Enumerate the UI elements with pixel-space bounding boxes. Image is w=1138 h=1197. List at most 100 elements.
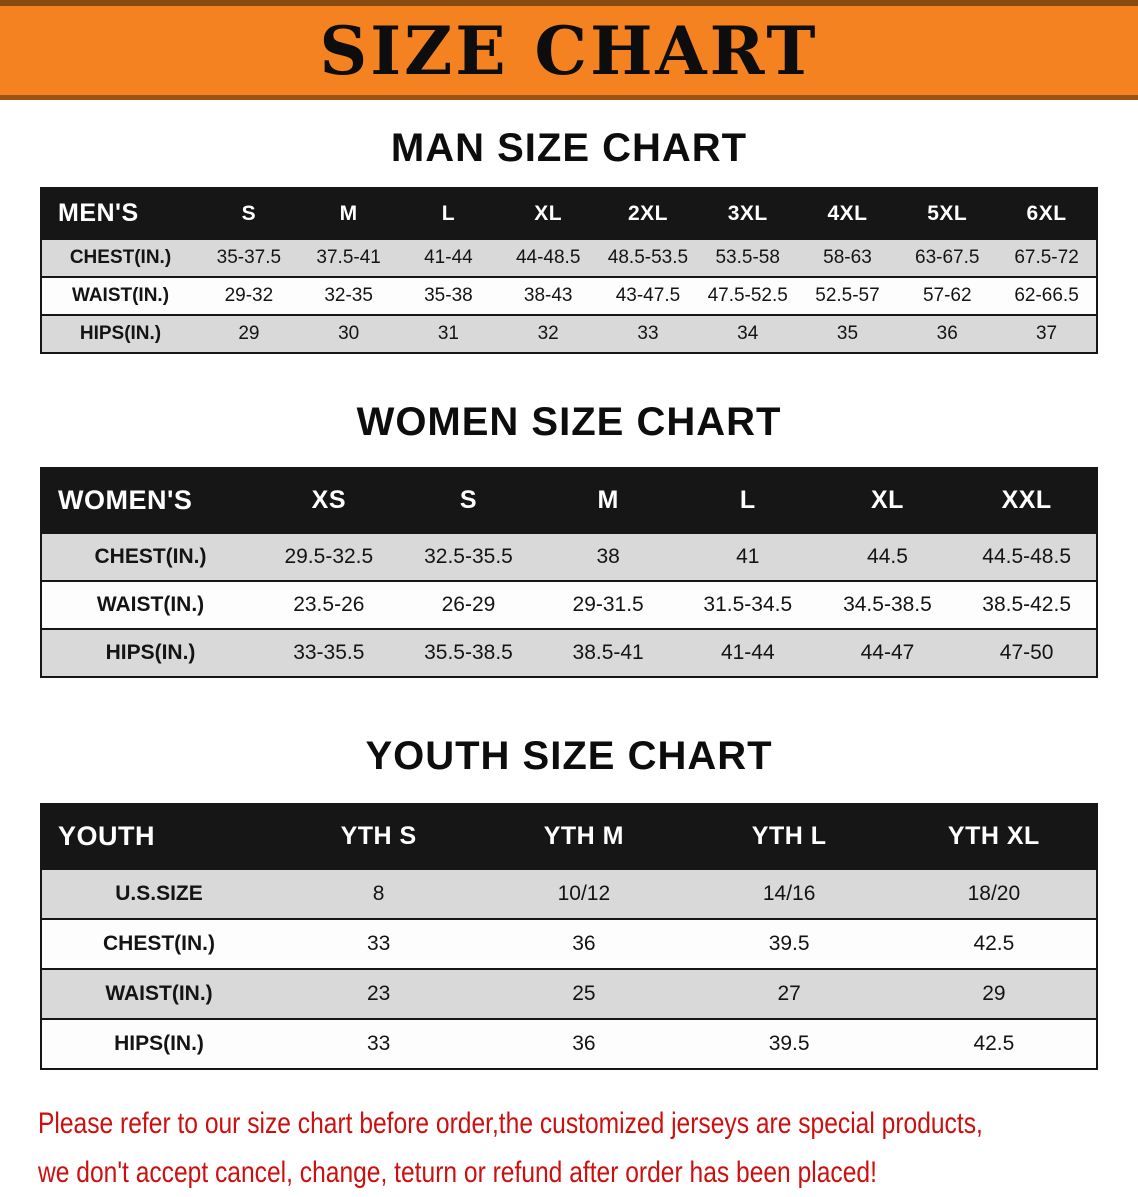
size-value-cell: 42.5	[891, 1018, 1097, 1069]
size-value-cell: 32.5-35.5	[398, 532, 539, 581]
size-value-cell: 42.5	[891, 918, 1097, 969]
size-value-cell: 33	[276, 918, 482, 969]
size-value-cell: 39.5	[686, 918, 892, 969]
youth-row-waist: WAIST(IN.) 23 25 27 29	[41, 968, 1097, 1019]
size-value-cell: 31	[398, 314, 499, 353]
men-size-chart-heading: MAN SIZE CHART	[390, 126, 748, 170]
size-value-cell: 44-47	[817, 628, 958, 677]
size-value-cell: 29.5-32.5	[259, 532, 399, 581]
size-value-cell: 32-35	[298, 276, 399, 315]
men-size-header-cell: L	[398, 188, 499, 239]
size-value-cell: 27	[686, 968, 892, 1019]
men-row-waist: WAIST(IN.) 29-32 32-35 35-38 38-43 43-47.5 47.…	[41, 276, 1097, 315]
size-value-cell: 10/12	[481, 868, 687, 919]
size-value-cell: 41-44	[677, 628, 818, 677]
size-value-cell: 58-63	[797, 238, 898, 277]
size-value-cell: 41	[677, 532, 818, 581]
size-value-cell: 37.5-41	[298, 238, 399, 277]
size-value-cell: 63-67.5	[897, 238, 998, 277]
size-value-cell: 62-66.5	[997, 276, 1097, 315]
youth-table-header-row: YOUTH YTH S YTH M YTH L YTH XL	[41, 804, 1097, 869]
size-value-cell: 8	[276, 868, 482, 919]
row-label: CHEST(IN.)	[41, 238, 199, 277]
size-value-cell: 37	[997, 314, 1097, 353]
men-size-table: MEN'S S M L XL 2XL 3XL 4XL 5XL 6XL CHEST(IN.) 35-37…	[40, 187, 1098, 354]
size-value-cell: 36	[481, 918, 687, 969]
youth-size-table: YOUTH YTH S YTH M YTH L YTH XL U.S.SIZE 8 10/12…	[40, 803, 1098, 1070]
size-value-cell: 30	[298, 314, 399, 353]
size-value-cell: 39.5	[686, 1018, 892, 1069]
size-value-cell: 29	[199, 314, 299, 353]
size-value-cell: 47-50	[957, 628, 1097, 677]
size-value-cell: 29-32	[199, 276, 299, 315]
youth-size-header-cell: YTH S	[276, 804, 482, 869]
youth-size-chart-heading: YOUTH SIZE CHART	[365, 734, 773, 778]
size-value-cell: 23	[276, 968, 482, 1019]
youth-row-chest: CHEST(IN.) 33 36 39.5 42.5	[41, 918, 1097, 969]
men-size-header-cell: 5XL	[897, 188, 998, 239]
youth-row-us-size: U.S.SIZE 8 10/12 14/16 18/20	[41, 868, 1097, 919]
men-row-chest: CHEST(IN.) 35-37.5 37.5-41 41-44 44-48.5 48.5…	[41, 238, 1097, 277]
disclaimer: Please refer to our size chart before or…	[38, 1100, 1138, 1197]
women-size-header-cell: XS	[259, 468, 399, 533]
men-size-chart-section: MAN SIZE CHART MEN'S S M L XL 2XL 3XL 4XL 5XL 6XL C…	[0, 126, 1138, 354]
size-value-cell: 38.5-42.5	[957, 580, 1097, 629]
size-value-cell: 34	[697, 314, 798, 353]
youth-size-header-cell: YTH XL	[891, 804, 1097, 869]
size-value-cell: 29-31.5	[538, 580, 678, 629]
women-row-chest: CHEST(IN.) 29.5-32.5 32.5-35.5 38 41 44.5 44.5…	[41, 532, 1097, 581]
size-value-cell: 31.5-34.5	[677, 580, 818, 629]
women-size-header-cell: S	[398, 468, 539, 533]
size-value-cell: 18/20	[891, 868, 1097, 919]
men-size-header-cell: 2XL	[598, 188, 698, 239]
men-table-title-cell: MEN'S	[41, 188, 199, 239]
men-size-header-cell: XL	[498, 188, 599, 239]
men-size-header-cell: S	[199, 188, 299, 239]
women-size-table: WOMEN'S XS S M L XL XXL CHEST(IN.) 29.5-32.5 32.5…	[40, 467, 1098, 678]
size-value-cell: 25	[481, 968, 687, 1019]
size-value-cell: 57-62	[897, 276, 998, 315]
size-value-cell: 67.5-72	[997, 238, 1097, 277]
women-size-chart-heading: WOMEN SIZE CHART	[356, 400, 782, 444]
row-label: CHEST(IN.)	[41, 532, 259, 581]
women-table-header-row: WOMEN'S XS S M L XL XXL	[41, 468, 1097, 533]
youth-size-header-cell: YTH M	[481, 804, 687, 869]
women-size-header-cell: M	[538, 468, 678, 533]
size-value-cell: 52.5-57	[797, 276, 898, 315]
row-label: U.S.SIZE	[41, 868, 276, 919]
women-size-header-cell: L	[677, 468, 818, 533]
row-label: CHEST(IN.)	[41, 918, 276, 969]
size-value-cell: 35.5-38.5	[398, 628, 539, 677]
disclaimer-line-2: we don't accept cancel, change, teturn o…	[38, 1155, 877, 1189]
row-label: HIPS(IN.)	[41, 1018, 276, 1069]
size-value-cell: 41-44	[398, 238, 499, 277]
size-value-cell: 44.5-48.5	[957, 532, 1097, 581]
disclaimer-line-1: Please refer to our size chart before or…	[38, 1107, 983, 1140]
size-value-cell: 48.5-53.5	[598, 238, 698, 277]
youth-size-header-cell: YTH L	[686, 804, 892, 869]
men-table-header-row: MEN'S S M L XL 2XL 3XL 4XL 5XL 6XL	[41, 188, 1097, 239]
size-value-cell: 47.5-52.5	[697, 276, 798, 315]
row-label: WAIST(IN.)	[41, 968, 276, 1019]
row-label: HIPS(IN.)	[41, 628, 259, 677]
size-value-cell: 38-43	[498, 276, 599, 315]
size-value-cell: 29	[891, 968, 1097, 1019]
men-row-hips: HIPS(IN.) 29 30 31 32 33 34 35 36 37	[41, 314, 1097, 353]
size-value-cell: 36	[897, 314, 998, 353]
men-size-header-cell: M	[298, 188, 399, 239]
youth-table-title-cell: YOUTH	[41, 804, 276, 869]
size-value-cell: 38.5-41	[538, 628, 678, 677]
sections-container: MAN SIZE CHART MEN'S S M L XL 2XL 3XL 4XL 5XL 6XL C…	[0, 126, 1138, 1070]
size-value-cell: 33	[276, 1018, 482, 1069]
size-value-cell: 35-38	[398, 276, 499, 315]
women-size-header-cell: XL	[817, 468, 958, 533]
youth-size-chart-section: YOUTH SIZE CHART YOUTH YTH S YTH M YTH L YTH …	[0, 734, 1138, 1070]
women-size-chart-section: WOMEN SIZE CHART WOMEN'S XS S M L XL XXL CHEST(I…	[0, 400, 1138, 678]
women-size-header-cell: XXL	[957, 468, 1097, 533]
row-label: HIPS(IN.)	[41, 314, 199, 353]
youth-row-hips: HIPS(IN.) 33 36 39.5 42.5	[41, 1018, 1097, 1069]
women-row-waist: WAIST(IN.) 23.5-26 26-29 29-31.5 31.5-34.5 34…	[41, 580, 1097, 629]
men-size-header-cell: 6XL	[997, 188, 1097, 239]
size-value-cell: 36	[481, 1018, 687, 1069]
